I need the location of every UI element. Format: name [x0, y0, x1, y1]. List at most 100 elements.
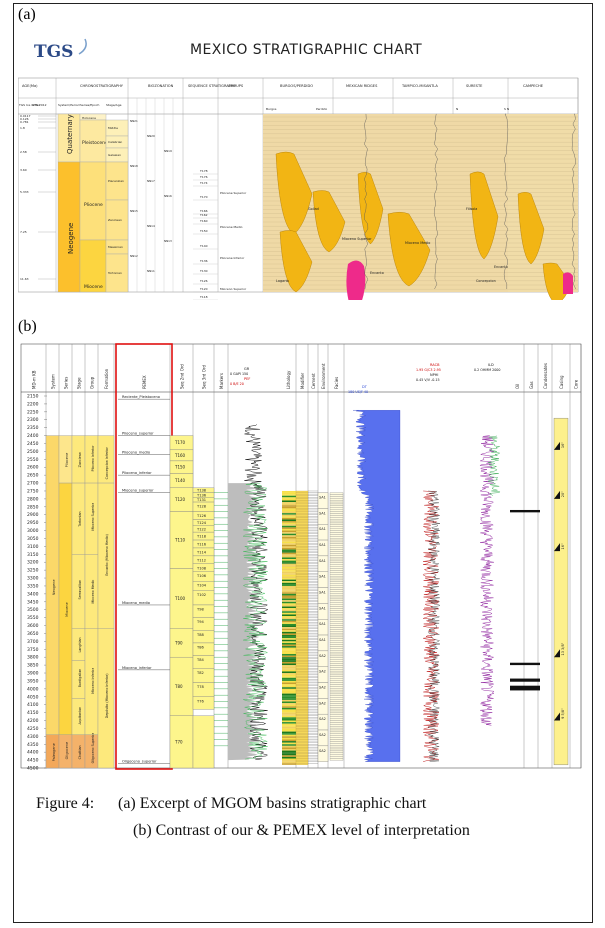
facies-band — [329, 705, 344, 708]
modifier-bed — [295, 688, 309, 691]
depth-label: 2600 — [27, 465, 39, 471]
facies-band — [329, 737, 344, 740]
facies-band — [329, 667, 344, 670]
modifier-bed — [295, 728, 309, 731]
modifier-bed — [295, 750, 309, 753]
depth-label: 3200 — [27, 560, 39, 566]
lithology-bed — [282, 585, 296, 588]
lithology-bed — [282, 763, 296, 765]
seq3-label-10: T112 — [196, 558, 206, 562]
facies-band — [329, 501, 344, 505]
seq-label-12: T120 — [199, 287, 208, 291]
lithology-bed — [282, 660, 296, 662]
modifier-bed — [295, 658, 309, 661]
casing-label-0: 16" — [561, 442, 565, 448]
modifier-bed — [295, 693, 309, 696]
seq-label-11: T126 — [199, 279, 208, 283]
modifier-bed — [295, 587, 309, 590]
depth-label: 2350 — [27, 425, 39, 431]
sand-body-encanto — [387, 212, 431, 287]
header-stg: Stage — [77, 377, 82, 389]
facies-band — [329, 714, 344, 717]
depth-label: 3550 — [27, 615, 39, 621]
basin-sub-n: N — [456, 107, 458, 111]
stage-label-1: Tortonian — [78, 511, 82, 527]
depth-label: 2850 — [27, 504, 39, 510]
facies-band — [329, 610, 344, 613]
modifier-bed — [295, 514, 309, 517]
lithology-bed — [282, 516, 296, 518]
facies-band — [329, 648, 344, 651]
basin-edge-3 — [503, 113, 509, 290]
lithology-bed — [282, 723, 296, 726]
lithology-bed — [282, 693, 296, 696]
seq2-label-2: T150 — [174, 465, 186, 470]
stage-label-5: Aquitanian — [78, 707, 82, 725]
header-env: Environment — [321, 363, 326, 389]
modifier-bed — [295, 714, 309, 716]
modifier-bed — [295, 533, 309, 536]
modifier-bed — [295, 634, 309, 637]
facies-band — [329, 733, 344, 736]
facies-band — [329, 619, 344, 622]
modifier-bed — [295, 509, 309, 512]
facies-band — [329, 511, 344, 514]
gr-log-curve — [244, 424, 269, 761]
modifier-bed — [295, 492, 309, 495]
lithology-bed — [282, 646, 296, 648]
modifier-bed — [295, 543, 309, 545]
modifier-bed — [295, 744, 309, 746]
facies-band — [329, 646, 344, 649]
series-label-2: Oligocene — [65, 742, 69, 760]
modifier-bed — [295, 551, 309, 553]
environment-label-9: SA1 — [319, 638, 326, 642]
modifier-bed — [295, 563, 309, 566]
lithology-bed — [282, 541, 296, 544]
environment-label-13: SA2 — [319, 701, 326, 705]
lithology-bed — [282, 627, 296, 629]
lithology-bed — [282, 666, 296, 669]
group-label-0: Plioceno Inferior — [91, 445, 95, 472]
seq3-label-20: T82 — [196, 671, 204, 675]
lithology-bed — [282, 524, 296, 526]
stratigraphic-chart-a: AGE(Ma) CHRONOSTRATIGRAPHY BIOZONATION SEQU… — [18, 77, 579, 300]
lithology-bed — [282, 530, 296, 533]
modifier-bed — [295, 668, 309, 670]
environment-label-6: SA1 — [319, 591, 326, 595]
modifier-bed — [295, 674, 309, 677]
modifier-bed — [295, 647, 309, 650]
seq3-label-5: T124 — [196, 521, 207, 525]
lithology-bed — [282, 717, 296, 719]
formation-label-2: Depósito (Mioceno Inferior) — [105, 673, 109, 718]
facies-band — [329, 503, 344, 507]
depth-label: 4200 — [27, 718, 39, 724]
biozone-label: NN12 — [130, 254, 138, 258]
oil-show-bar-1 — [510, 662, 540, 666]
modifier-bed — [295, 498, 309, 501]
lithology-bed — [282, 549, 296, 552]
modifier-bed — [295, 501, 309, 504]
lithology-bed — [282, 761, 296, 764]
basin-sub-burgos: Burgos — [266, 107, 277, 111]
facies-band — [329, 621, 344, 624]
period-neogene-label: Neogene — [67, 223, 75, 254]
casing-shoe-icon — [554, 441, 560, 450]
modifier-bed — [295, 615, 309, 618]
depth-label: 4400 — [27, 750, 39, 756]
seq3-label-8: T116 — [196, 543, 207, 547]
stage-label-0: Zanclean — [78, 452, 82, 467]
lithology-bed — [282, 633, 296, 636]
modifier-bed — [295, 532, 309, 534]
seq3-label-9: T114 — [196, 550, 207, 554]
lithology-bed — [282, 606, 296, 609]
modifier-bed — [295, 524, 309, 526]
modifier-bed — [295, 704, 309, 707]
facies-band — [329, 534, 344, 537]
environment-label-15: SA2 — [319, 733, 326, 737]
lithology-bed — [282, 511, 296, 514]
facies-band — [329, 543, 344, 546]
depth-label: 2550 — [27, 457, 39, 463]
stage-label-6: Chattian — [78, 745, 82, 759]
modifier-bed — [295, 734, 309, 737]
pemex-label-3: Plioceno_inferior — [122, 471, 152, 475]
